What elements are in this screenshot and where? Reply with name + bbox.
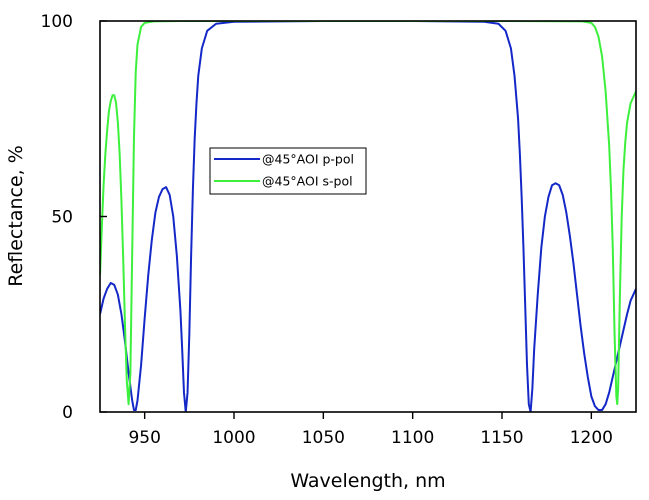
- x-axis-title: Wavelength, nm: [290, 470, 445, 492]
- y-axis-title: Reflectance, %: [5, 145, 27, 287]
- x-tick-label: 1050: [302, 428, 345, 448]
- y-tick-label: 0: [62, 403, 73, 423]
- x-tick-label: 1150: [480, 428, 523, 448]
- series-line-p-pol: [100, 21, 636, 412]
- legend-box: [209, 147, 367, 195]
- y-tick-label: 50: [51, 208, 73, 228]
- x-tick-label: 1000: [212, 428, 255, 448]
- y-tick-label: 100: [41, 12, 73, 32]
- series-line-s-pol: [100, 21, 636, 406]
- legend-label-p-pol: @45°AOI p-pol: [262, 152, 354, 167]
- legend-label-s-pol: @45°AOI s-pol: [262, 174, 353, 189]
- x-tick-label: 1100: [391, 428, 434, 448]
- series-layer: [100, 21, 636, 412]
- x-axis: 950 1000 1050 1100 1150 1200: [128, 412, 613, 448]
- x-tick-label: 950: [128, 428, 160, 448]
- legend: @45°AOI p-pol @45°AOI s-pol: [209, 147, 367, 195]
- x-tick-label: 1200: [570, 428, 613, 448]
- y-axis: 0 50 100: [41, 12, 107, 423]
